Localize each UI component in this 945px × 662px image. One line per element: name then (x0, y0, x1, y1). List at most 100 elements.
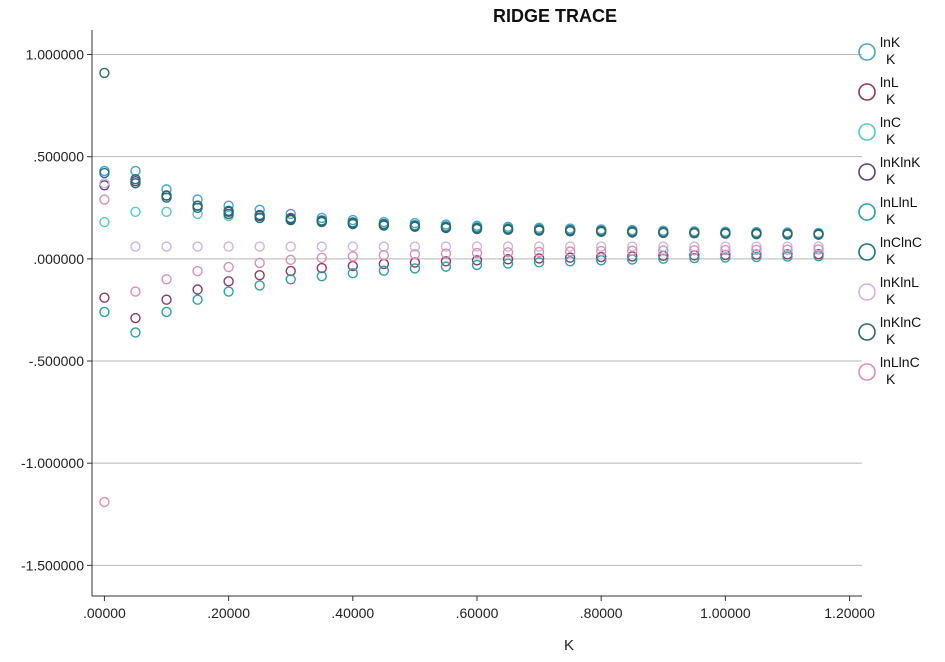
data-point (378, 220, 390, 231)
data-point (782, 244, 793, 255)
series-lnLlnL (99, 250, 824, 338)
data-point (502, 258, 514, 269)
data-point (130, 165, 141, 177)
data-point (409, 263, 421, 274)
data-point (689, 245, 700, 256)
data-point (751, 244, 762, 256)
legend-label: lnL (880, 74, 899, 90)
x-axis-label: K (564, 637, 574, 654)
chart-title: RIDGE TRACE (493, 6, 617, 26)
data-point (192, 202, 203, 213)
legend-label: lnKlnK (880, 154, 921, 170)
data-point (223, 286, 234, 297)
data-point (440, 241, 452, 252)
series-lnKlnC (99, 67, 824, 240)
data-point (161, 274, 172, 285)
data-point (130, 178, 141, 189)
data-point (192, 265, 203, 277)
data-point (316, 216, 327, 228)
data-point (440, 248, 452, 259)
data-point (689, 228, 700, 239)
data-point (502, 241, 514, 252)
series-lnKlnL (99, 178, 824, 252)
data-point (192, 194, 203, 205)
data-point (161, 190, 172, 201)
data-point (347, 218, 359, 230)
data-point (720, 241, 731, 252)
data-point (285, 241, 296, 252)
data-point (130, 206, 141, 218)
legend-marker (858, 283, 876, 301)
x-tick-label: .60000 (456, 605, 499, 621)
data-points (99, 67, 824, 508)
data-point (813, 241, 824, 252)
data-point (254, 209, 265, 221)
data-point (378, 249, 390, 261)
series-lnClnC (99, 167, 824, 240)
data-point (378, 265, 390, 276)
data-point (720, 228, 731, 239)
series-lnK (99, 165, 824, 239)
data-point (627, 251, 638, 262)
data-point (564, 252, 576, 263)
data-point (595, 241, 607, 252)
data-point (627, 241, 638, 252)
data-point (471, 241, 483, 252)
data-point (254, 257, 265, 269)
data-point (502, 247, 514, 258)
data-point (254, 204, 265, 216)
legend-marker (858, 163, 876, 181)
data-point (471, 223, 483, 235)
legend-sublabel: K (886, 371, 896, 387)
data-point (130, 241, 141, 252)
data-point (658, 227, 669, 239)
data-point (813, 229, 824, 240)
legend-label: lnKlnC (880, 314, 921, 330)
data-point (161, 306, 172, 318)
data-point (223, 241, 234, 252)
legend-sublabel: K (886, 251, 896, 267)
legend-label: lnK (880, 34, 901, 50)
data-point (533, 241, 545, 252)
legend-sublabel: K (886, 131, 896, 147)
data-point (130, 173, 141, 185)
data-point (192, 294, 203, 305)
x-tick-label: .00000 (83, 605, 126, 621)
legend-marker (858, 323, 876, 341)
y-tick-label: -1.500000 (21, 557, 84, 573)
data-point (689, 241, 700, 252)
y-tick-label: -1.000000 (21, 455, 84, 471)
data-point (751, 228, 762, 240)
data-point (533, 253, 545, 264)
legend-marker (858, 243, 876, 261)
data-point (409, 257, 421, 268)
data-point (316, 262, 327, 274)
legend-sublabel: K (886, 291, 896, 307)
x-tick-label: .20000 (207, 605, 250, 621)
data-point (627, 227, 638, 238)
data-point (813, 244, 824, 255)
data-point (161, 184, 172, 195)
x-tick-label: 1.20000 (824, 605, 875, 621)
data-point (782, 241, 793, 252)
data-point (627, 245, 638, 256)
legend-sublabel: K (886, 91, 896, 107)
legend-marker (858, 123, 876, 141)
series-lnLlnC (99, 244, 824, 508)
data-point (161, 241, 172, 252)
data-point (223, 261, 234, 273)
x-tick-label: 1.00000 (700, 605, 751, 621)
data-point (254, 280, 265, 291)
data-point (285, 214, 296, 226)
data-point (285, 254, 296, 266)
